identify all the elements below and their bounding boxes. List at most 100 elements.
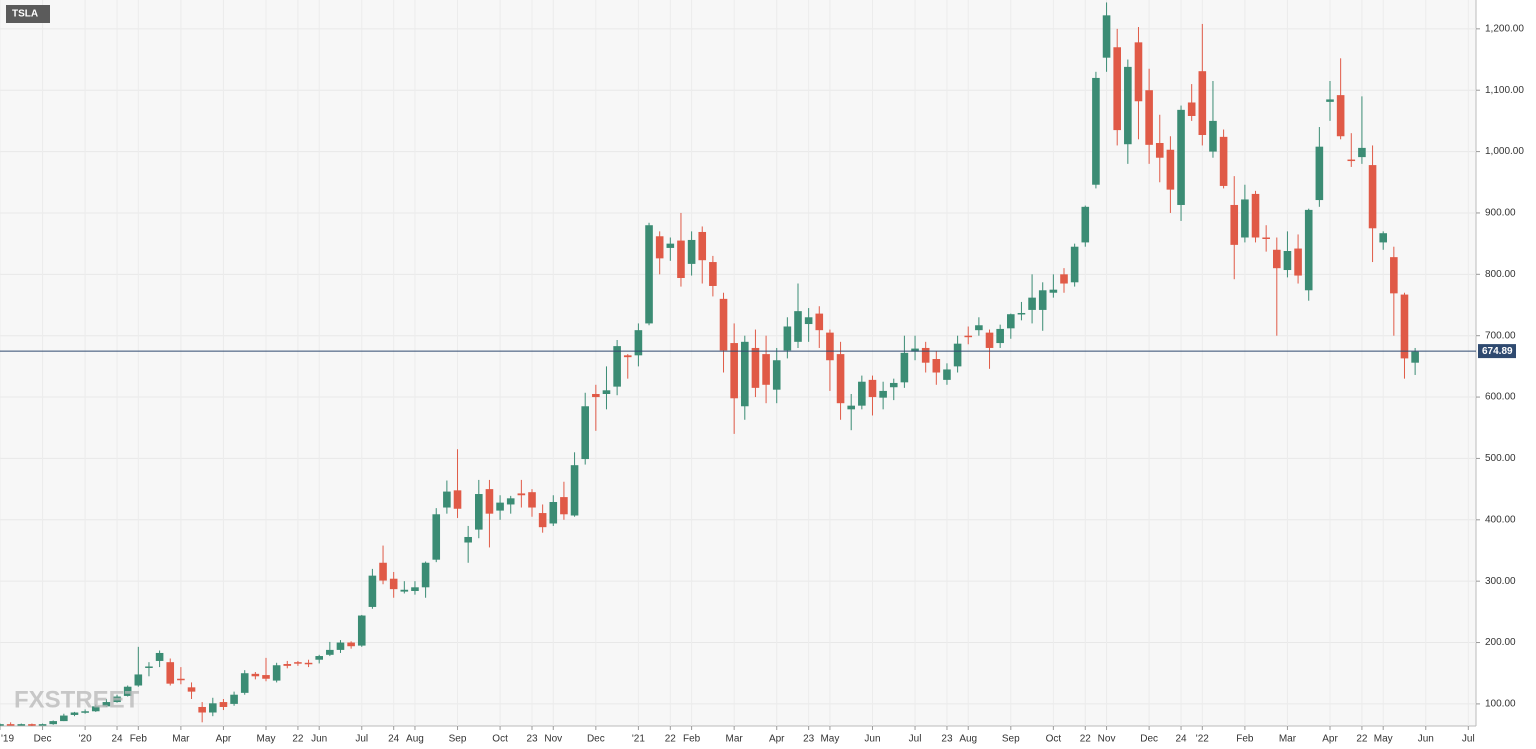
y-tick-label: 800.00: [1485, 269, 1516, 280]
x-tick-label: Aug: [406, 734, 424, 745]
candle-body: [709, 262, 717, 286]
candle-body: [858, 381, 866, 406]
candle-body: [198, 706, 206, 713]
candle-body: [123, 686, 132, 696]
candle-body: [272, 665, 281, 681]
candle-body: [294, 662, 302, 664]
y-tick-label: 1,200.00: [1485, 23, 1524, 34]
candle-body: [1060, 274, 1068, 284]
candle-body: [1390, 257, 1398, 294]
candle-body: [1155, 142, 1164, 158]
candle-body: [70, 712, 79, 715]
y-tick-label: 1,000.00: [1485, 146, 1524, 157]
x-tick-label: 23: [526, 734, 538, 745]
candle-body: [1219, 136, 1228, 186]
candle-body: [432, 514, 441, 560]
candle-body: [496, 502, 504, 511]
y-tick-label: 400.00: [1485, 514, 1516, 525]
candle-body: [1400, 294, 1409, 359]
candle-body: [804, 317, 813, 325]
candle-body: [1038, 290, 1047, 310]
x-tick-label: Oct: [492, 734, 508, 745]
x-tick-label: '19: [1, 734, 14, 745]
x-tick-label: Feb: [683, 734, 701, 745]
candle-body: [1049, 289, 1058, 293]
candle-body: [209, 703, 217, 713]
y-tick-label: 1,100.00: [1485, 85, 1524, 96]
candle-body: [113, 696, 121, 703]
y-tick-label: 600.00: [1485, 392, 1516, 403]
x-tick-label: Jun: [864, 734, 880, 745]
candle-body: [698, 231, 707, 261]
candle-body: [91, 706, 100, 712]
candle-body: [943, 369, 951, 380]
candle-body: [336, 642, 345, 650]
candle-body: [730, 343, 738, 399]
candle-body: [219, 702, 228, 707]
candle-body: [932, 359, 941, 373]
candle-body: [1294, 248, 1302, 276]
candle-body: [1007, 314, 1015, 329]
candle-body: [868, 379, 877, 398]
candle-body: [953, 343, 962, 367]
candle-body: [687, 239, 696, 264]
candle-body: [464, 536, 472, 543]
candle-body: [1411, 351, 1419, 363]
x-tick-label: Dec: [34, 734, 52, 745]
x-tick-label: Mar: [726, 734, 744, 745]
candle-body: [389, 578, 398, 590]
candle-body: [17, 724, 26, 726]
candle-body: [549, 502, 558, 524]
candle-body: [102, 702, 111, 707]
candle-body: [1081, 206, 1090, 243]
candle-body: [560, 497, 568, 515]
candle-body: [1145, 90, 1153, 145]
candle-body: [1304, 209, 1313, 291]
x-tick-label: 24: [111, 734, 123, 745]
x-tick-label: Jul: [909, 734, 922, 745]
x-tick-label: May: [1374, 734, 1393, 745]
candle-body: [379, 562, 387, 581]
x-tick-label: Dec: [587, 734, 605, 745]
x-tick-label: May: [820, 734, 839, 745]
candle-body: [421, 562, 430, 588]
x-tick-label: Feb: [1236, 734, 1254, 745]
candle-body: [645, 225, 653, 324]
candle-body: [1028, 297, 1036, 310]
x-tick-label: Dec: [1140, 734, 1158, 745]
x-tick-label: Jun: [311, 734, 327, 745]
candle-body: [879, 390, 887, 398]
candle-body: [240, 673, 249, 693]
x-tick-label: 22: [1356, 734, 1368, 745]
x-tick-label: Nov: [544, 734, 562, 745]
candle-body: [1283, 251, 1292, 271]
candle-body: [1368, 165, 1377, 229]
candle-body: [570, 465, 579, 516]
y-tick-label: 100.00: [1485, 699, 1516, 710]
candle-body: [996, 328, 1004, 344]
candle-body: [262, 675, 270, 679]
candle-body: [251, 673, 260, 677]
candle-body: [517, 493, 526, 496]
candle-body: [847, 405, 855, 410]
candle-body: [6, 724, 15, 726]
x-tick-label: Sep: [1002, 734, 1020, 745]
x-tick-label: Aug: [959, 734, 977, 745]
plot-area: [0, 0, 1476, 726]
x-tick-label: 22: [292, 734, 304, 745]
candle-body: [655, 236, 664, 259]
candle-body: [719, 298, 728, 351]
candle-body: [911, 348, 919, 352]
x-tick-label: 23: [803, 734, 815, 745]
candle-body: [443, 491, 451, 508]
candle-body: [985, 332, 994, 348]
x-tick-label: Jun: [1418, 734, 1434, 745]
candle-body: [177, 678, 185, 681]
candle-body: [900, 352, 909, 383]
candle-body: [975, 325, 983, 331]
candle-body: [826, 332, 834, 361]
candle-body: [0, 724, 4, 726]
candle-body: [187, 687, 196, 692]
candle-body: [741, 341, 749, 407]
candle-body: [666, 243, 675, 248]
